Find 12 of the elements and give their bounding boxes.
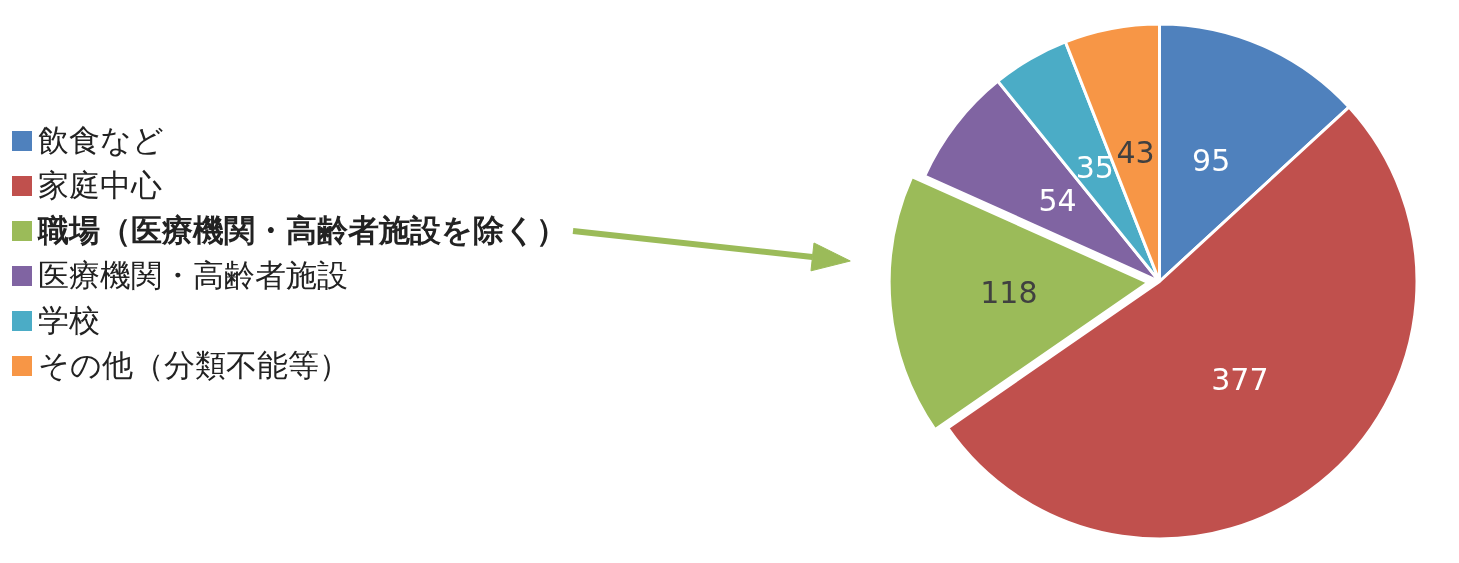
legend-label: 飲食など — [38, 121, 164, 160]
data-label: 54 — [1038, 182, 1077, 218]
legend-label: 職場（医療機関・高齢者施設を除く） — [38, 211, 567, 250]
legend-label: その他（分類不能等） — [38, 346, 350, 385]
legend-label: 学校 — [38, 301, 100, 340]
data-label: 377 — [1211, 361, 1269, 397]
data-label: 35 — [1075, 149, 1114, 185]
data-label: 118 — [980, 275, 1038, 311]
legend-label: 医療機関・高齢者施設 — [38, 256, 348, 295]
data-label: 43 — [1116, 134, 1155, 170]
data-label: 95 — [1192, 143, 1231, 179]
legend-label: 家庭中心 — [38, 166, 162, 205]
